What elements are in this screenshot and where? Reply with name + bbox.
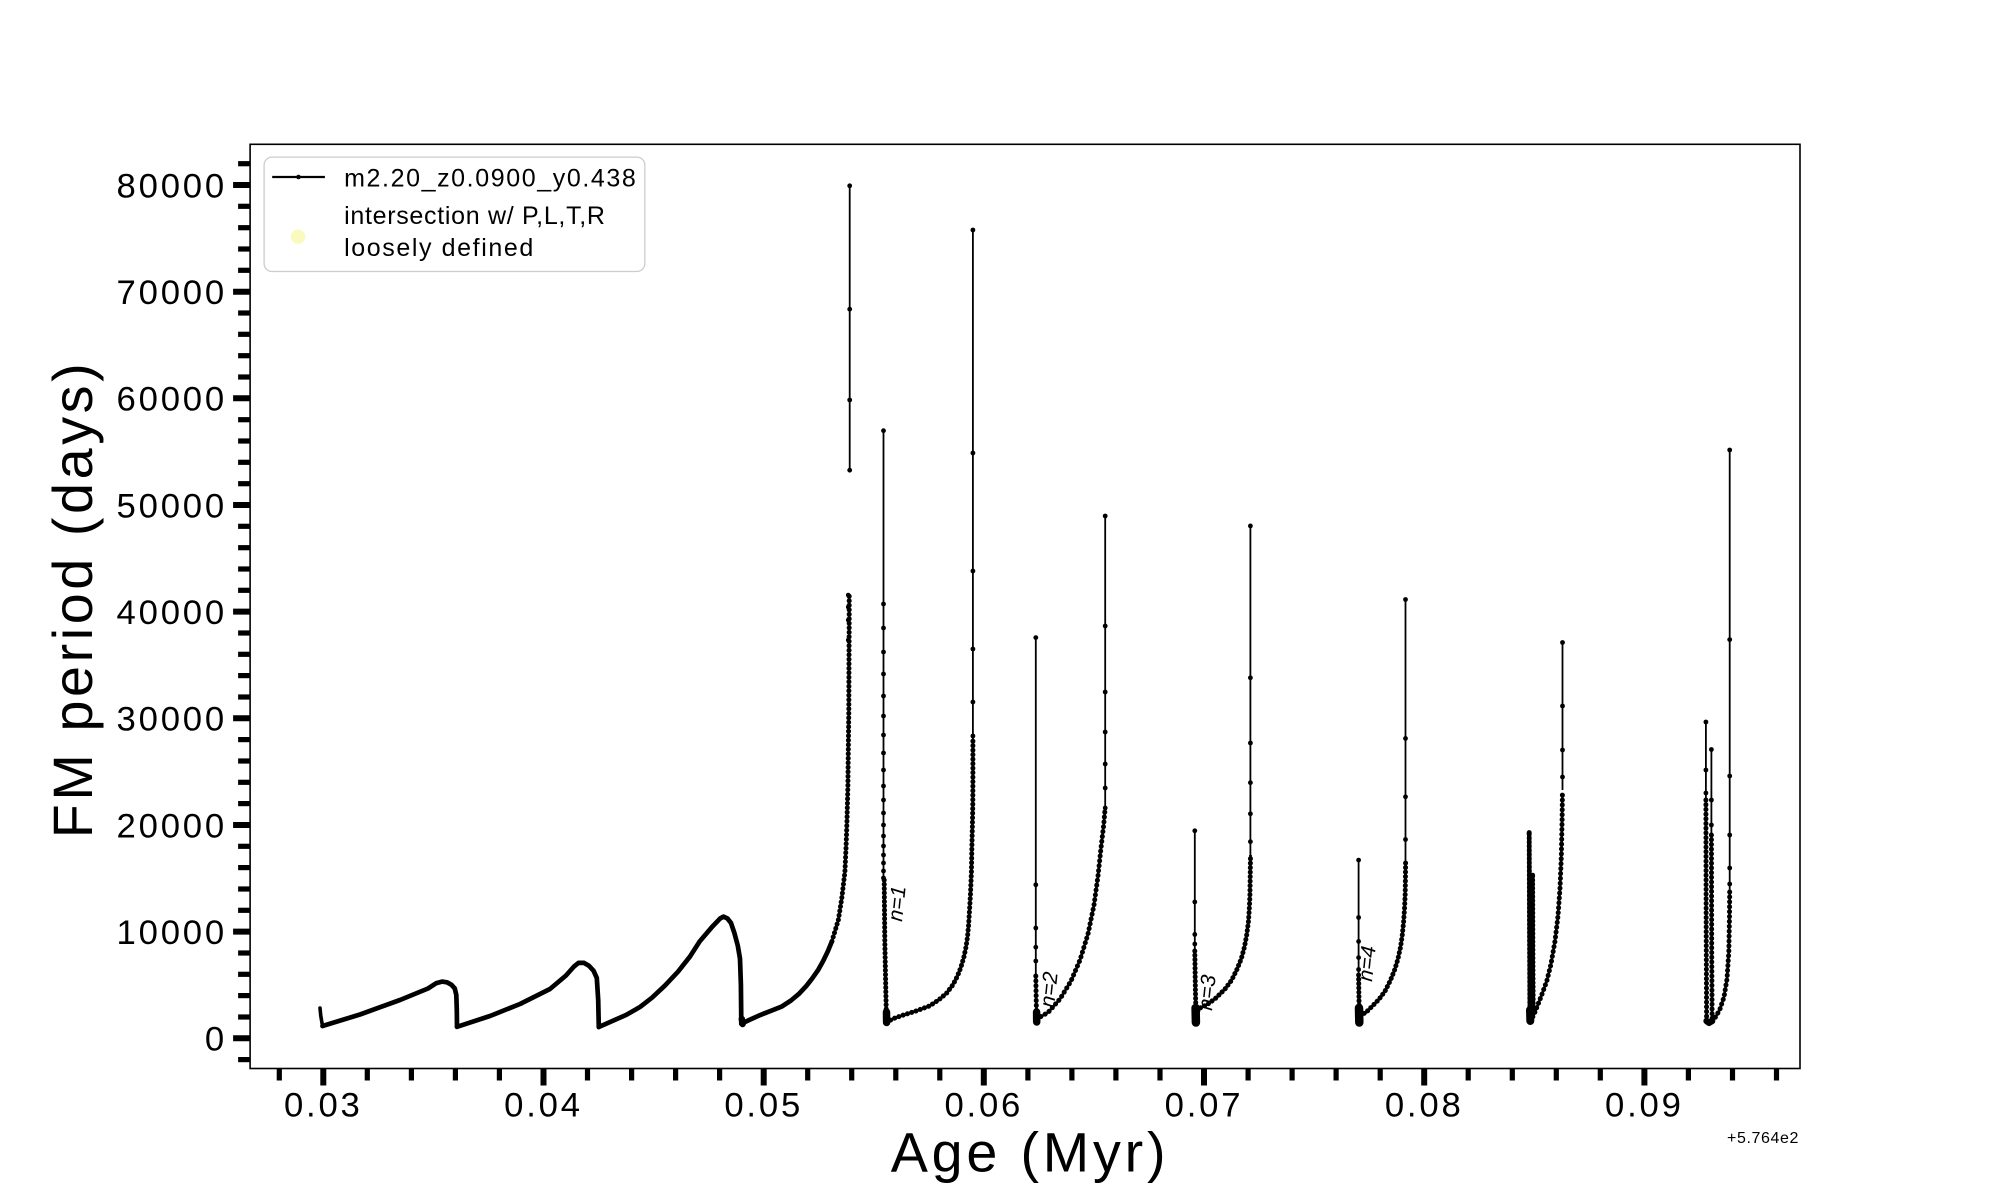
svg-text:60000: 60000 — [117, 381, 227, 419]
svg-text:Age (Myr): Age (Myr) — [891, 1122, 1170, 1184]
svg-text:0.03: 0.03 — [284, 1087, 363, 1125]
svg-text:n=3: n=3 — [1194, 973, 1221, 1011]
svg-text:n=4: n=4 — [1354, 945, 1381, 983]
svg-text:0.04: 0.04 — [504, 1087, 583, 1125]
svg-text:n=1: n=1 — [884, 885, 911, 923]
svg-text:40000: 40000 — [117, 594, 227, 632]
svg-text:n=2: n=2 — [1036, 970, 1063, 1008]
svg-text:0: 0 — [205, 1021, 227, 1059]
svg-text:0.08: 0.08 — [1385, 1087, 1464, 1125]
svg-text:FM period (days): FM period (days) — [42, 360, 104, 838]
svg-text:10000: 10000 — [117, 914, 227, 952]
svg-text:30000: 30000 — [117, 701, 227, 739]
svg-text:intersection w/ P,L,T,R: intersection w/ P,L,T,R — [344, 202, 606, 230]
svg-text:50000: 50000 — [117, 487, 227, 525]
svg-text:0.09: 0.09 — [1605, 1087, 1684, 1125]
svg-text:80000: 80000 — [117, 167, 227, 205]
svg-text:20000: 20000 — [117, 807, 227, 845]
svg-text:0.06: 0.06 — [944, 1087, 1023, 1125]
svg-text:0.07: 0.07 — [1165, 1087, 1244, 1125]
svg-text:+5.764e2: +5.764e2 — [1727, 1130, 1799, 1147]
svg-text:0.05: 0.05 — [724, 1087, 803, 1125]
svg-text:loosely defined: loosely defined — [344, 234, 535, 262]
svg-text:70000: 70000 — [117, 274, 227, 312]
svg-text:m2.20_z0.0900_y0.438: m2.20_z0.0900_y0.438 — [344, 165, 637, 193]
